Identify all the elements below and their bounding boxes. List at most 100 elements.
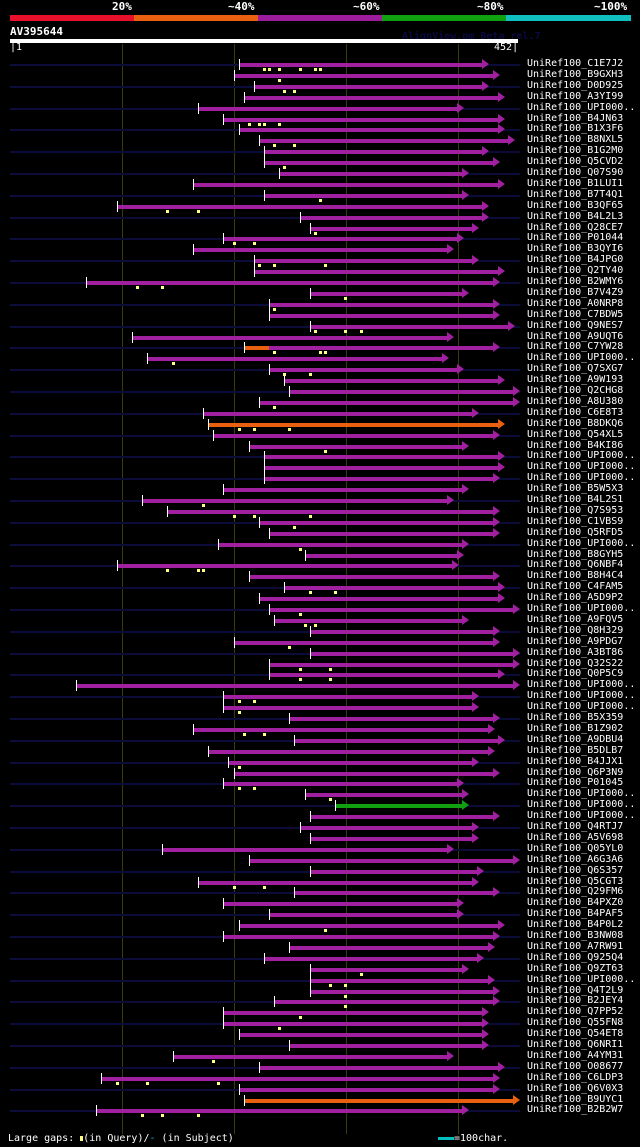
hit-label[interactable]: UniRef100_B1Z902 bbox=[527, 722, 624, 734]
alignment-segment[interactable] bbox=[269, 368, 458, 373]
hit-row[interactable]: UniRef100_Q07S90 bbox=[0, 167, 640, 179]
hit-label[interactable]: UniRef100_A9W193 bbox=[527, 374, 624, 386]
hit-label[interactable]: UniRef100_Q6NBF4 bbox=[527, 559, 624, 571]
hit-label[interactable]: UniRef100_Q7S953 bbox=[527, 504, 624, 516]
hit-row[interactable]: UniRef100_Q54XL5 bbox=[0, 428, 640, 441]
alignment-segment[interactable] bbox=[233, 771, 493, 776]
alignment-segment[interactable] bbox=[284, 586, 498, 591]
hit-label[interactable]: UniRef100_B1X3F6 bbox=[527, 123, 624, 135]
hit-row[interactable]: UniRef100_D0D925 bbox=[0, 80, 640, 93]
hit-label[interactable]: UniRef100_C1E7J2 bbox=[527, 58, 624, 69]
hit-row[interactable]: UniRef100_C7BDW5 bbox=[0, 308, 640, 321]
alignment-segment[interactable] bbox=[274, 618, 463, 623]
hit-label[interactable]: UniRef100_C7BDW5 bbox=[527, 308, 624, 320]
hit-row[interactable]: UniRef100_Q4RTJ7 bbox=[0, 821, 640, 833]
hit-row[interactable]: UniRef100_A7RW91 bbox=[0, 941, 640, 953]
alignment-segment[interactable] bbox=[258, 1065, 498, 1070]
hit-row[interactable]: UniRef100_C6LDP3 bbox=[0, 1071, 640, 1085]
alignment-segment[interactable] bbox=[228, 760, 473, 765]
hit-row[interactable]: UniRef100_Q2CHG8 bbox=[0, 385, 640, 397]
hit-row[interactable]: UniRef100_A5V698 bbox=[0, 832, 640, 844]
alignment-segment[interactable] bbox=[197, 106, 458, 111]
hit-label[interactable]: UniRef100_Q5CGT3 bbox=[527, 875, 624, 887]
hit-label[interactable]: UniRef100_P01045 bbox=[527, 777, 624, 789]
alignment-segment[interactable] bbox=[289, 717, 493, 721]
alignment-segment[interactable] bbox=[223, 117, 498, 122]
hit-label[interactable]: UniRef100_B4PAF5 bbox=[527, 908, 624, 920]
hit-label[interactable]: UniRef100_Q07S90 bbox=[527, 167, 624, 178]
hit-label[interactable]: UniRef100_Q7SXG7 bbox=[527, 363, 624, 375]
alignment-segment[interactable] bbox=[243, 1098, 513, 1103]
alignment-segment[interactable] bbox=[264, 193, 463, 198]
hit-label[interactable]: UniRef100_B3NW08 bbox=[527, 930, 624, 941]
hit-label[interactable]: UniRef100_O08677 bbox=[527, 1060, 624, 1072]
alignment-segment[interactable] bbox=[269, 913, 458, 918]
hit-row[interactable]: UniRef100_Q6S357 bbox=[0, 865, 640, 877]
hit-row[interactable]: UniRef100_B4L2S1 bbox=[0, 494, 640, 507]
hit-label[interactable]: UniRef100_A8U380 bbox=[527, 395, 624, 407]
alignment-segment[interactable] bbox=[238, 1087, 493, 1092]
alignment-segment[interactable] bbox=[238, 1033, 483, 1038]
hit-row[interactable]: UniRef100_P01044 bbox=[0, 232, 640, 246]
hit-row[interactable]: UniRef100_B5X359 bbox=[0, 712, 640, 724]
hit-label[interactable]: UniRef100_UPI000.. bbox=[527, 810, 636, 822]
alignment-segment[interactable] bbox=[269, 662, 513, 667]
hit-label[interactable]: UniRef100_B7V4Z9 bbox=[527, 286, 624, 298]
hit-label[interactable]: UniRef100_B2JEY4 bbox=[527, 995, 624, 1007]
hit-label[interactable]: UniRef100_A9UQT6 bbox=[527, 330, 624, 342]
hit-label[interactable]: UniRef100_A5D9P2 bbox=[527, 592, 624, 604]
hit-label[interactable]: UniRef100_B8DKQ6 bbox=[527, 417, 624, 429]
hit-label[interactable]: UniRef100_Q8H329 bbox=[527, 624, 624, 636]
hit-label[interactable]: UniRef100_B8GYH5 bbox=[527, 548, 624, 560]
hit-row[interactable]: UniRef100_Q5CGT3 bbox=[0, 875, 640, 889]
hit-row[interactable]: UniRef100_Q6NRI1 bbox=[0, 1039, 640, 1051]
hit-row[interactable]: UniRef100_B8NXL5 bbox=[0, 134, 640, 148]
alignment-segment[interactable] bbox=[197, 880, 473, 885]
alignment-segment-low-identity[interactable] bbox=[243, 346, 270, 351]
hit-label[interactable]: UniRef100_C7YW28 bbox=[527, 341, 624, 353]
hit-row[interactable]: UniRef100_B4JN63 bbox=[0, 113, 640, 126]
hit-label[interactable]: UniRef100_Q54XL5 bbox=[527, 428, 624, 440]
hit-label[interactable]: UniRef100_A9FQV5 bbox=[527, 613, 624, 625]
alignment-segment[interactable] bbox=[309, 291, 463, 296]
hit-row[interactable]: UniRef100_B9GXH3 bbox=[0, 68, 640, 82]
hit-label[interactable]: UniRef100_Q6NRI1 bbox=[527, 1039, 624, 1050]
hit-label[interactable]: UniRef100_Q925Q4 bbox=[527, 951, 624, 963]
hit-row[interactable]: UniRef100_UPI000.. bbox=[0, 701, 640, 715]
hit-row[interactable]: UniRef100_B5W5X3 bbox=[0, 483, 640, 496]
hit-row[interactable]: UniRef100_Q2TY40 bbox=[0, 265, 640, 278]
alignment-segment[interactable] bbox=[238, 63, 483, 67]
alignment-segment[interactable] bbox=[208, 749, 488, 754]
hit-label[interactable]: UniRef100_Q05YL0 bbox=[527, 842, 624, 854]
hit-row[interactable]: UniRef100_A9W193 bbox=[0, 374, 640, 387]
hit-label[interactable]: UniRef100_B9GXH3 bbox=[527, 68, 624, 80]
alignment-segment[interactable] bbox=[289, 390, 513, 394]
hit-row[interactable]: UniRef100_UPI000.. bbox=[0, 450, 640, 463]
hit-row[interactable]: UniRef100_B2JEY4 bbox=[0, 995, 640, 1009]
hit-label[interactable]: UniRef100_B4PXZ0 bbox=[527, 897, 624, 909]
hit-label[interactable]: UniRef100_UPI000.. bbox=[527, 788, 636, 800]
hit-label[interactable]: UniRef100_C4FAM5 bbox=[527, 581, 624, 593]
hit-label[interactable]: UniRef100_UPI000.. bbox=[527, 690, 636, 702]
hit-label[interactable]: UniRef100_Q7PP52 bbox=[527, 1006, 624, 1018]
hit-label[interactable]: UniRef100_UPI000.. bbox=[527, 799, 636, 811]
alignment-segment[interactable] bbox=[294, 738, 498, 743]
hit-row[interactable]: UniRef100_A4YM31 bbox=[0, 1050, 640, 1063]
hit-row[interactable]: UniRef100_UPI000.. bbox=[0, 603, 640, 616]
alignment-segment[interactable] bbox=[96, 1109, 463, 1114]
hit-label[interactable]: UniRef100_UPI000.. bbox=[527, 603, 636, 614]
alignment-segment[interactable] bbox=[167, 509, 493, 514]
hit-row[interactable]: UniRef100_A0NRP8 bbox=[0, 298, 640, 311]
hit-label[interactable]: UniRef100_Q54ET8 bbox=[527, 1028, 624, 1040]
hit-row[interactable]: UniRef100_Q6P3N9 bbox=[0, 767, 640, 779]
hit-label[interactable]: UniRef100_C6E8T3 bbox=[527, 406, 624, 418]
hit-row[interactable]: UniRef100_Q05YL0 bbox=[0, 842, 640, 855]
hit-row[interactable]: UniRef100_A3BT86 bbox=[0, 647, 640, 659]
hit-label[interactable]: UniRef100_C6LDP3 bbox=[527, 1071, 624, 1083]
alignment-segment[interactable] bbox=[309, 651, 513, 656]
hit-row[interactable]: UniRef100_B7V4Z9 bbox=[0, 286, 640, 300]
hit-row[interactable]: UniRef100_Q55FN8 bbox=[0, 1017, 640, 1031]
hit-row[interactable]: UniRef100_B5DLB7 bbox=[0, 745, 640, 757]
alignment-segment[interactable] bbox=[223, 695, 473, 700]
hit-row[interactable]: UniRef100_A5D9P2 bbox=[0, 592, 640, 605]
